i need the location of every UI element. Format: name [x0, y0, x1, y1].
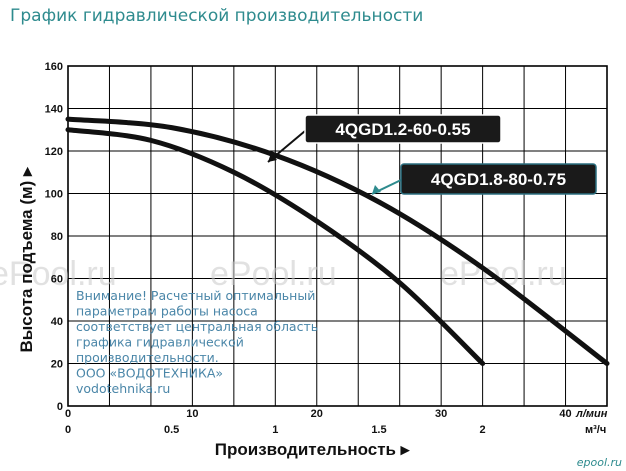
watermark-text: ePool.ru: [210, 255, 337, 293]
notice-line: ООО «ВОДОТЕХНИКА»: [76, 366, 223, 381]
y-tick-label: 120: [45, 146, 63, 158]
x-tick-label-lpm: 10: [186, 408, 198, 420]
y-tick-label: 40: [51, 316, 63, 328]
x-tick-label-lpm: 0: [65, 408, 71, 420]
brand-logo-text: epool.ru: [577, 456, 622, 469]
y-tick-label: 140: [45, 104, 63, 116]
x-tick-label-m3h: 1: [272, 424, 278, 436]
notice-line: графика гидравлической: [76, 335, 244, 350]
y-tick-label: 60: [51, 274, 63, 286]
series-label-box: [400, 163, 597, 195]
y-tick-labels: 0 20 40 60 80 100 120 140 160: [45, 61, 63, 413]
series-label-arrowhead: [372, 185, 381, 194]
x-tick-label-lpm: 30: [435, 408, 447, 420]
x-tick-label-lpm: 40: [559, 408, 571, 420]
notice-line: параметрам работы насоса: [76, 304, 258, 319]
notice-text: Внимание! Расчетный оптимальныйпараметра…: [76, 288, 318, 396]
x-unit-lpm: л/мин: [575, 408, 608, 420]
y-axis-title: Высота подъема (м) ▸: [17, 166, 36, 352]
series-line-2: [65, 116, 610, 366]
x-tick-labels: 0 10 20 30 40 л/мин 0 0.5 1 1.5 2 м³/ч: [65, 408, 608, 436]
x-tick-label-lpm: 20: [311, 408, 323, 420]
watermark-text: ePool.ru: [0, 255, 117, 293]
watermark-text: ePool.ru: [440, 255, 567, 293]
x-tick-label-m3h: 2: [480, 424, 486, 436]
series-label-arrowhead: [268, 153, 277, 162]
series-line-1: [65, 127, 486, 366]
y-tick-label: 0: [57, 401, 63, 413]
series-label-text: 4QGD1.2-60-0.55: [335, 120, 470, 139]
series-lines: [65, 116, 610, 366]
notice-line: vodotehnika.ru: [76, 381, 170, 396]
x-tick-label-m3h: 1.5: [371, 424, 386, 436]
notice-line: соответствует центральная область: [76, 319, 318, 334]
y-tick-label: 100: [45, 189, 63, 201]
notice-line: производительности.: [76, 350, 219, 365]
x-tick-label-m3h: 0: [65, 424, 71, 436]
series-label-box: [304, 114, 502, 144]
y-tick-label: 160: [45, 61, 63, 73]
page-title: График гидравлической производительности: [10, 6, 424, 26]
x-axis-title: Производительность ▸: [215, 440, 411, 459]
series-label-text: 4QGD1.8-80-0.75: [431, 170, 566, 189]
y-tick-label: 80: [51, 231, 63, 243]
y-tick-label: 20: [51, 359, 63, 371]
series-labels: 4QGD1.2-60-0.55 4QGD1.8-80-0.75: [267, 114, 597, 195]
notice-line: Внимание! Расчетный оптимальный: [76, 288, 315, 303]
x-unit-m3h: м³/ч: [585, 424, 606, 436]
watermarks: ePool.ru ePool.ru ePool.ru: [0, 255, 567, 293]
x-tick-label-m3h: 0.5: [164, 424, 179, 436]
